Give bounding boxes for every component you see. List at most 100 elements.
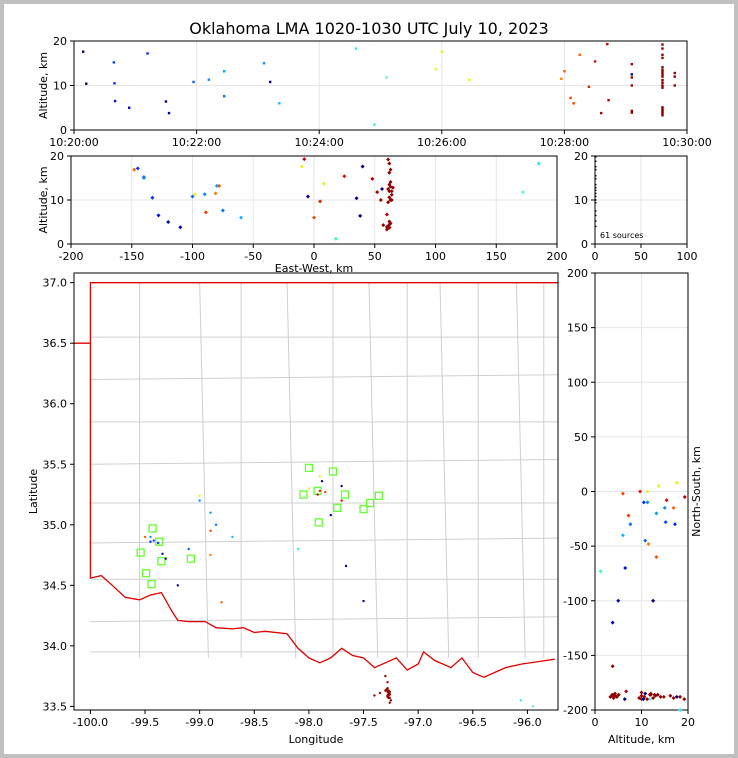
time-altitude-point — [440, 50, 443, 53]
northsouth-point — [646, 541, 651, 546]
time-altitude-point — [85, 82, 88, 85]
northsouth-point — [674, 694, 679, 699]
eastwest-point — [318, 199, 323, 204]
eastwest-point — [354, 196, 359, 201]
histogram-bar — [595, 156, 597, 158]
northsouth-point — [608, 694, 613, 699]
station-marker — [340, 490, 350, 499]
eastwest-point — [239, 215, 244, 220]
eastwest-point — [384, 212, 389, 217]
lma-figure: Oklahoma LMA 1020-1030 UTC July 10, 2023… — [27, 19, 712, 746]
northsouth-point — [682, 697, 687, 702]
eastwest-point — [305, 194, 310, 199]
plan-view-point — [164, 557, 167, 560]
time-altitude-point — [661, 73, 664, 76]
northsouth-point — [651, 695, 656, 700]
plan-view-point — [187, 547, 190, 551]
northsouth-point — [654, 511, 659, 516]
x-tick-label: -96.0 — [513, 716, 541, 729]
county-line — [286, 282, 297, 658]
histogram-bar — [595, 189, 597, 192]
histogram-bar — [595, 201, 597, 204]
plan-view-point — [156, 541, 160, 545]
time-altitude-point — [661, 114, 664, 117]
northsouth-point — [682, 494, 687, 499]
plan-view-point — [318, 475, 322, 478]
time-altitude-point — [164, 100, 168, 103]
x-tick-label: 0 — [592, 250, 599, 263]
eastwest-point — [135, 166, 140, 171]
eastwest-point — [213, 191, 218, 196]
state-boundary — [74, 282, 558, 344]
eastwest-point — [387, 225, 392, 230]
northsouth-point — [610, 692, 615, 697]
plan-view-point — [388, 701, 391, 704]
county-line — [90, 458, 558, 465]
y-tick-label: 200 — [567, 267, 588, 280]
northsouth-point — [648, 691, 653, 696]
eastwest-point — [390, 185, 395, 190]
eastwest-point — [150, 195, 155, 200]
eastwest-point — [387, 170, 392, 175]
northsouth-point — [626, 513, 631, 518]
time-altitude-point — [661, 53, 664, 56]
northsouth-point — [664, 498, 669, 503]
y-tick-label: 0 — [60, 124, 67, 137]
x-tick-label: 10:20:00 — [49, 136, 98, 149]
x-tick-label: 10:28:00 — [540, 136, 589, 149]
y-tick-label: 34.5 — [43, 579, 68, 592]
x-tick-label: -99.0 — [185, 716, 213, 729]
x-tick-label: 10:30:00 — [662, 136, 711, 149]
northsouth-point — [622, 697, 627, 702]
plan-view-point — [362, 599, 365, 603]
eastwest-point — [178, 225, 183, 230]
plan-view-point — [214, 523, 218, 526]
time-altitude-point — [572, 102, 575, 105]
time-altitude-point — [661, 68, 664, 72]
y-tick-label: 0 — [581, 486, 588, 499]
histogram-bar — [595, 214, 597, 217]
station-marker — [314, 518, 323, 527]
station-marker — [141, 569, 151, 578]
northsouth-point — [645, 697, 650, 702]
station-marker — [136, 548, 145, 557]
plan-view-point — [387, 696, 390, 700]
y-tick-label: 37.0 — [43, 277, 68, 290]
y-tick-label: 50 — [574, 431, 588, 444]
time-altitude-point — [434, 67, 437, 71]
eastwest-point — [387, 161, 392, 166]
y-axis-label: Altitude, km — [37, 166, 50, 233]
x-tick-label: 10:24:00 — [294, 136, 343, 149]
plan-view-point — [143, 535, 147, 539]
time-altitude-point — [661, 43, 664, 46]
station-marker — [186, 554, 196, 563]
plan-view-point — [209, 511, 212, 514]
county-line — [439, 282, 450, 658]
y-tick-label: 36.5 — [43, 337, 68, 350]
time-altitude-point — [630, 84, 634, 87]
time-altitude-point — [630, 76, 634, 79]
time-altitude-point — [630, 73, 634, 76]
eastwest-point — [386, 200, 391, 205]
time-altitude-point — [661, 86, 664, 89]
y-axis-label: North-South, km — [690, 446, 703, 537]
time-altitude-point — [661, 107, 664, 111]
time-altitude-point — [222, 70, 226, 73]
northsouth-point — [610, 664, 615, 669]
x-tick-label: 10 — [635, 716, 649, 729]
panel-plan-view: -100.0 -99.5 -99.0 -98.5 -98.0 -97.5 -97.0 -96.… — [27, 272, 559, 746]
northsouth-point — [611, 695, 616, 700]
county-line — [90, 537, 558, 544]
northsouth-point — [671, 695, 676, 700]
time-altitude-point — [222, 94, 226, 98]
eastwest-point — [520, 190, 525, 195]
northsouth-point — [668, 693, 673, 698]
plan-view-point — [388, 690, 391, 694]
time-altitude-point — [373, 123, 376, 126]
station-marker — [157, 556, 166, 566]
plan-view-point — [149, 535, 152, 539]
histogram-bar — [595, 186, 597, 189]
northsouth-point — [613, 693, 618, 698]
northsouth-point — [645, 489, 650, 494]
eastwest-point — [214, 183, 219, 188]
